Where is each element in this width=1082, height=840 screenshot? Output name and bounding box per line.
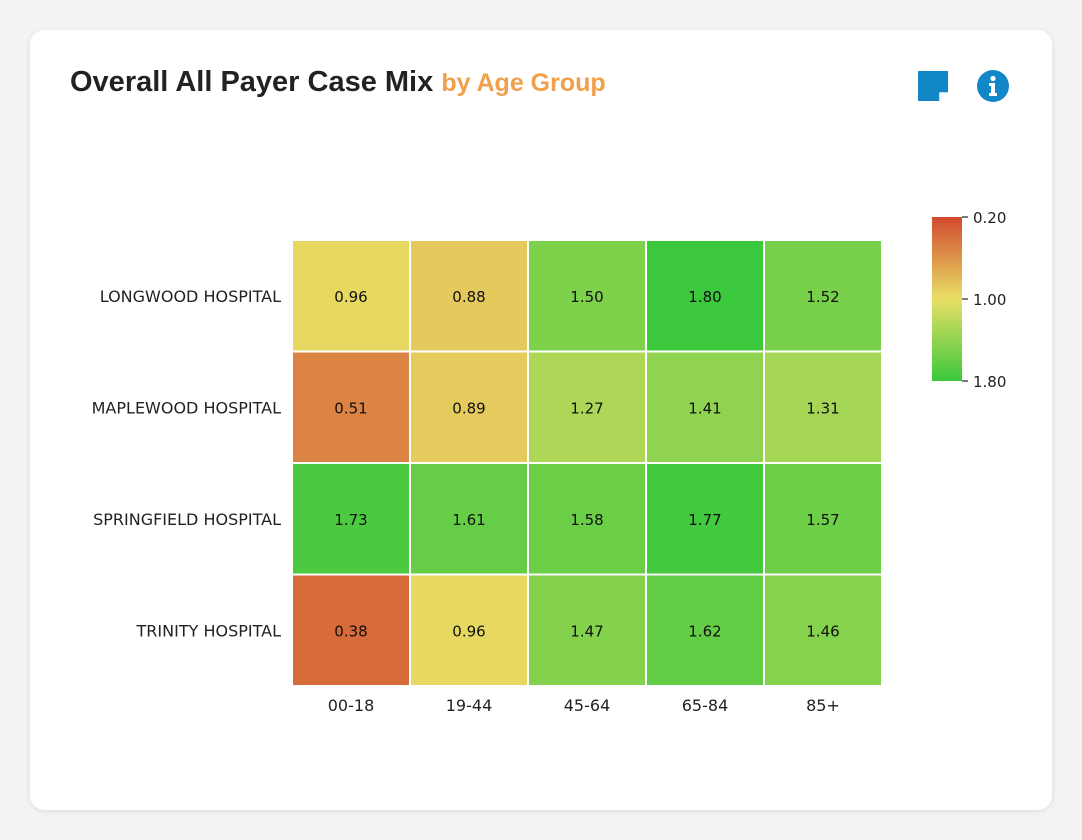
- cell-value-label: 1.27: [570, 399, 603, 417]
- heatmap-cell: [293, 241, 409, 351]
- heatmap-cell: [411, 241, 527, 351]
- heatmap-cell: [411, 352, 527, 462]
- heatmap-cell: [647, 241, 763, 351]
- heatmap-cell: [411, 464, 527, 574]
- cell-value-label: 1.52: [806, 288, 839, 306]
- heatmap-cell: [765, 464, 881, 574]
- cell-value-label: 1.77: [688, 511, 721, 529]
- heatmap-cell: [293, 464, 409, 574]
- y-axis-tick-label: LONGWOOD HOSPITAL: [100, 287, 281, 306]
- heatmap-cell: [529, 352, 645, 462]
- heatmap-cell: [765, 352, 881, 462]
- heatmap-cell: [293, 352, 409, 462]
- chart-title: Overall All Payer Case Mix by Age Group: [70, 66, 606, 99]
- sticky-note-icon[interactable]: [916, 69, 950, 103]
- cell-value-label: 1.58: [570, 511, 603, 529]
- cell-value-label: 1.50: [570, 288, 603, 306]
- heatmap-cell: [647, 352, 763, 462]
- cell-value-label: 1.57: [806, 511, 839, 529]
- y-axis-labels: LONGWOOD HOSPITAL MAPLEWOOD HOSPITAL SPRIN…: [92, 287, 281, 641]
- heatmap-cell: [765, 575, 881, 685]
- cell-value-label: 1.41: [688, 399, 721, 417]
- heatmap-chart: 0.96 0.88 1.50 1.80 1.52 0.51 0.89 1.27 1.41 1.31…: [92, 209, 1007, 715]
- cell-value-label: 1.62: [688, 622, 721, 640]
- cell-value-label: 1.31: [806, 399, 839, 417]
- heatmap-cells: 0.96 0.88 1.50 1.80 1.52 0.51 0.89 1.27 1.41 1.31…: [293, 241, 881, 685]
- heatmap-cell: [529, 241, 645, 351]
- x-axis-tick-label: 19-44: [446, 696, 493, 715]
- chart-card: Overall All Payer Case Mix by Age Group …: [30, 30, 1052, 810]
- color-scale-bar: [932, 217, 962, 381]
- y-axis-tick-label: TRINITY HOSPITAL: [136, 621, 282, 640]
- cell-value-label: 0.51: [334, 399, 367, 417]
- chart-subtitle: by Age Group: [441, 69, 606, 97]
- x-axis-tick-label: 65-84: [682, 696, 729, 715]
- heatmap-cell: [529, 464, 645, 574]
- color-scale-tick-label: 1.00: [973, 291, 1006, 309]
- x-axis-tick-label: 45-64: [564, 696, 611, 715]
- cell-value-label: 1.46: [806, 622, 839, 640]
- y-axis-tick-label: SPRINGFIELD HOSPITAL: [93, 510, 281, 529]
- info-icon[interactable]: [976, 69, 1010, 103]
- x-axis-tick-label: 85+: [806, 696, 840, 715]
- color-scale-legend: 0.20 1.00 1.80: [932, 209, 1006, 391]
- heatmap-cell: [293, 575, 409, 685]
- cell-value-label: 0.89: [452, 399, 485, 417]
- heatmap-cell: [529, 575, 645, 685]
- cell-value-label: 1.61: [452, 511, 485, 529]
- heatmap-cell: [647, 575, 763, 685]
- x-axis-tick-label: 00-18: [328, 696, 375, 715]
- color-scale-tick-label: 0.20: [973, 209, 1006, 227]
- heatmap-cell: [647, 464, 763, 574]
- y-axis-tick-label: MAPLEWOOD HOSPITAL: [92, 398, 281, 417]
- chart-title-main: Overall All Payer Case Mix: [70, 66, 434, 98]
- x-axis-labels: 00-18 19-44 45-64 65-84 85+: [328, 696, 840, 715]
- cell-value-label: 0.38: [334, 622, 367, 640]
- heatmap-cell: [765, 241, 881, 351]
- cell-value-label: 1.73: [334, 511, 367, 529]
- cell-value-label: 0.88: [452, 288, 485, 306]
- cell-value-label: 0.96: [334, 288, 367, 306]
- cell-value-label: 0.96: [452, 622, 485, 640]
- color-scale-tick-label: 1.80: [973, 373, 1006, 391]
- cell-value-label: 1.47: [570, 622, 603, 640]
- cell-value-label: 1.80: [688, 288, 721, 306]
- heatmap-cell: [411, 575, 527, 685]
